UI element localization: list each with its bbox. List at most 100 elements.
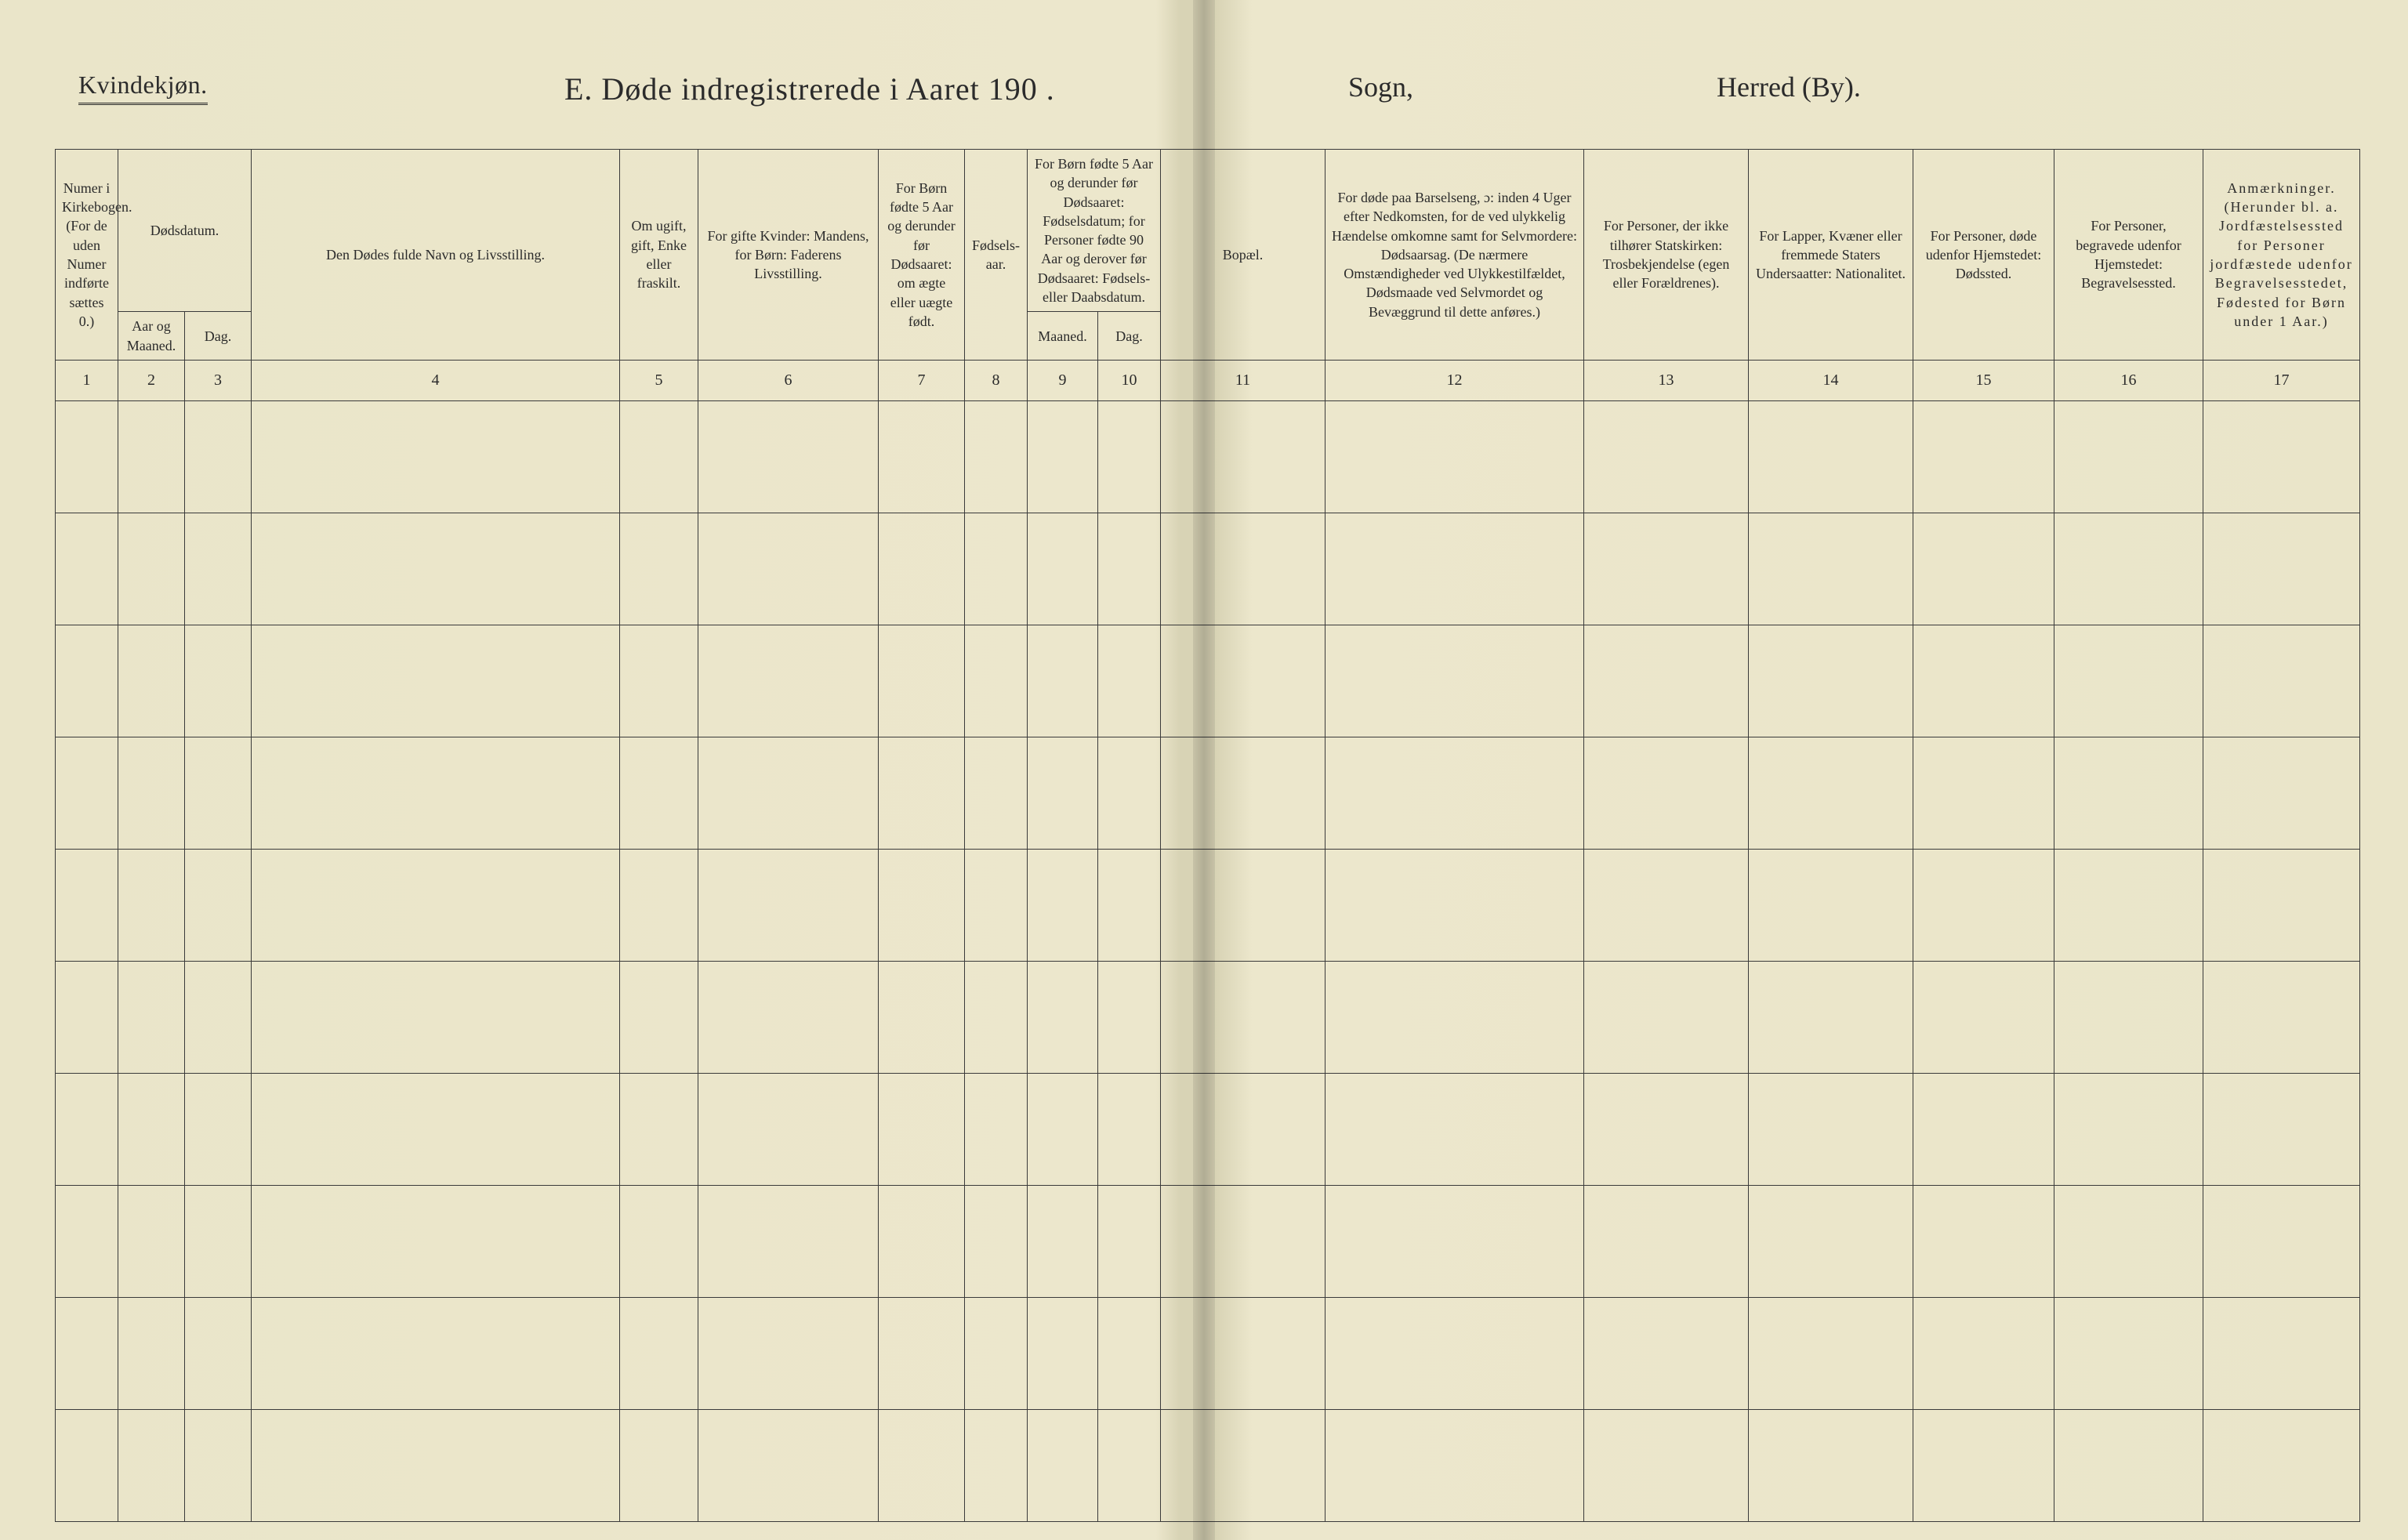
- col-header-15: For Personer, døde udenfor Hjemstedet: D…: [1913, 150, 2054, 361]
- cell: [879, 400, 965, 513]
- cell: [965, 737, 1028, 849]
- col-number-12: 12: [1325, 360, 1584, 400]
- cell: [2054, 513, 2203, 625]
- cell: [118, 961, 185, 1073]
- col-number-4: 4: [252, 360, 620, 400]
- cell: [1325, 1297, 1584, 1409]
- cell: [1028, 513, 1098, 625]
- cell: [56, 961, 118, 1073]
- table-row: [56, 1409, 2360, 1521]
- cell: [1098, 849, 1161, 961]
- cell: [1325, 1185, 1584, 1297]
- table-row: [56, 737, 2360, 849]
- cell: [2054, 1409, 2203, 1521]
- cell: [879, 1185, 965, 1297]
- cell: [1098, 961, 1161, 1073]
- col-header-6: For gifte Kvinder: Mandens, for Børn: Fa…: [698, 150, 879, 361]
- col-number-6: 6: [698, 360, 879, 400]
- cell: [1098, 1409, 1161, 1521]
- cell: [698, 513, 879, 625]
- cell: [879, 961, 965, 1073]
- header-row-1: Numer i Kirkebogen. (For de uden Numer i…: [56, 150, 2360, 312]
- cell: [1098, 625, 1161, 737]
- cell: [1749, 513, 1913, 625]
- cell: [56, 513, 118, 625]
- page-title: E. Døde indregistrerede i Aaret 190 .: [564, 71, 1055, 107]
- cell: [1325, 513, 1584, 625]
- cell: [252, 849, 620, 961]
- cell: [1913, 1409, 2054, 1521]
- col-number-1: 1: [56, 360, 118, 400]
- cell: [879, 1297, 965, 1409]
- cell: [698, 849, 879, 961]
- cell: [118, 1185, 185, 1297]
- cell: [965, 1409, 1028, 1521]
- col-number-7: 7: [879, 360, 965, 400]
- cell: [1028, 961, 1098, 1073]
- cell: [1098, 513, 1161, 625]
- cell: [185, 737, 252, 849]
- table-row: [56, 849, 2360, 961]
- cell: [1325, 849, 1584, 961]
- cell: [1913, 849, 2054, 961]
- cell: [1098, 1185, 1161, 1297]
- cell: [1913, 737, 2054, 849]
- cell: [1161, 1073, 1325, 1185]
- cell: [252, 961, 620, 1073]
- cell: [698, 1297, 879, 1409]
- cell: [2203, 961, 2360, 1073]
- cell: [698, 1073, 879, 1185]
- cell: [118, 1073, 185, 1185]
- cell: [2203, 400, 2360, 513]
- cell: [1028, 1297, 1098, 1409]
- cell: [698, 1185, 879, 1297]
- cell: [1028, 400, 1098, 513]
- col-number-11: 11: [1161, 360, 1325, 400]
- cell: [1749, 1185, 1913, 1297]
- cell: [620, 1073, 698, 1185]
- col-number-5: 5: [620, 360, 698, 400]
- cell: [1749, 961, 1913, 1073]
- cell: [2054, 737, 2203, 849]
- cell: [2203, 1185, 2360, 1297]
- cell: [2054, 1073, 2203, 1185]
- cell: [879, 849, 965, 961]
- cell: [1584, 737, 1749, 849]
- cell: [56, 400, 118, 513]
- col-number-10: 10: [1098, 360, 1161, 400]
- col-number-2: 2: [118, 360, 185, 400]
- cell: [1098, 737, 1161, 849]
- col-header-5: Om ugift, gift, Enke eller fraskilt.: [620, 150, 698, 361]
- cell: [620, 625, 698, 737]
- col-header-12: For døde paa Barselseng, ɔ: inden 4 Uger…: [1325, 150, 1584, 361]
- cell: [1913, 961, 2054, 1073]
- cell: [1913, 625, 2054, 737]
- col-number-14: 14: [1749, 360, 1913, 400]
- cell: [185, 1185, 252, 1297]
- cell: [698, 1409, 879, 1521]
- cell: [1913, 400, 2054, 513]
- col-header-8: Fødsels- aar.: [965, 150, 1028, 361]
- cell: [252, 400, 620, 513]
- cell: [118, 513, 185, 625]
- cell: [1584, 1297, 1749, 1409]
- table-row: [56, 1185, 2360, 1297]
- cell: [252, 737, 620, 849]
- cell: [1584, 400, 1749, 513]
- col-header-9: Maaned.: [1028, 312, 1098, 361]
- col-header-2: Aar og Maaned.: [118, 312, 185, 361]
- cell: [1098, 400, 1161, 513]
- cell: [620, 849, 698, 961]
- cell: [965, 513, 1028, 625]
- cell: [185, 625, 252, 737]
- cell: [698, 400, 879, 513]
- cell: [1161, 400, 1325, 513]
- cell: [698, 961, 879, 1073]
- cell: [879, 737, 965, 849]
- cell: [1161, 625, 1325, 737]
- cell: [185, 961, 252, 1073]
- col-number-9: 9: [1028, 360, 1098, 400]
- cell: [1161, 961, 1325, 1073]
- table-body: [56, 400, 2360, 1521]
- cell: [698, 737, 879, 849]
